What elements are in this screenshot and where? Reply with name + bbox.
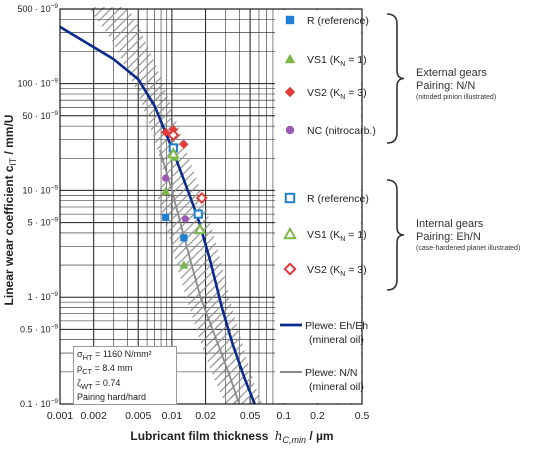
axes: [59, 8, 363, 405]
legend-marker-diamond: [284, 86, 296, 98]
legend-marker-circle: [285, 125, 295, 135]
x-tick-label: 0.2: [310, 410, 325, 422]
legend-curve-label-2: (mineral oil): [309, 381, 364, 393]
x-axis-label: Lubricant film thickness hC,min / µm: [130, 429, 333, 445]
zeta-line: ζWT = 0.74: [77, 377, 121, 391]
legend-label: VS1 (KN = 1): [307, 54, 367, 68]
legend-marker-square: [285, 15, 295, 25]
external-group-brace: [386, 13, 405, 144]
data-point-square: [162, 213, 170, 221]
external-pairing: Pairing: N/N: [416, 80, 476, 92]
data-point-circle: [181, 215, 189, 223]
curve-plewe-eh-eh: [59, 25, 256, 405]
data-point-diamond: [167, 129, 180, 142]
legend-curve-label-2: (mineral oil): [309, 334, 364, 346]
pairing-line: Pairing hard/hard: [77, 391, 147, 402]
internal-title: Internal gears: [416, 218, 484, 230]
data-point-triangle: [167, 147, 180, 159]
external-gears-label: External gears Pairing: N/N (nitrided pi…: [416, 67, 550, 102]
data-point-triangle: [179, 260, 189, 269]
legend-background: [275, 10, 361, 403]
x-tick-label: 0.002: [81, 410, 107, 422]
legend-marker-square: [284, 192, 296, 204]
y-axis-label: Linear wear coefficient clT / mm/U: [2, 115, 18, 306]
y-tick-label: 10 · 10−9: [23, 184, 59, 195]
internal-gears-label: Internal gears Pairing: Eh/N (case-harde…: [416, 218, 550, 253]
legend-marker-triangle: [283, 226, 297, 240]
curve-plewe-n-n: [158, 149, 241, 405]
y-tick-label: 5 · 10−9: [28, 217, 59, 228]
data-point-triangle: [161, 186, 171, 195]
data-point-circle: [162, 174, 170, 182]
data-point-diamond: [195, 191, 208, 204]
legend-curve-label: Plewe: Eh/Eh: [305, 320, 368, 332]
data-point-diamond: [179, 139, 189, 149]
test-conditions-box: σHT = 1160 N/mm² ρCT = 8.4 mm ζWT = 0.74…: [73, 346, 177, 406]
x-tick-label: 0.01: [162, 410, 183, 422]
sigma-line: σHT = 1160 N/mm²: [77, 349, 152, 362]
x-tick-label: 0.001: [47, 410, 73, 422]
internal-group-brace: [386, 179, 405, 291]
y-tick-label: 0.5 · 10−9: [20, 323, 58, 334]
y-tick-label: 50 · 10−9: [23, 110, 59, 121]
trend-curves: [59, 25, 256, 405]
group-braces: [386, 13, 405, 291]
x-tick-label: 0.005: [125, 410, 151, 422]
external-note: (nitrided pinion illustrated): [416, 94, 497, 101]
y-tick-label: 1 · 10−9: [28, 291, 59, 302]
scatter-band-2: [157, 171, 245, 404]
plot-frame: [59, 8, 363, 405]
tick-labels: 0.001 0.002 0.005 0.01 0.02 0.05 0.1 0.2 0.5 500 …: [18, 3, 370, 422]
legend-label: R (reference): [307, 193, 369, 205]
legend-marker-triangle: [284, 53, 296, 64]
legend-label: VS1 (KN = 1): [307, 229, 367, 243]
rho-line: ρCT = 8.4 mm: [77, 363, 133, 377]
legend-label: R (reference): [307, 15, 369, 27]
y-tick-label: 500 · 10−9: [18, 3, 59, 14]
internal-pairing: Pairing: Eh/N: [416, 231, 481, 243]
external-title: External gears: [416, 67, 487, 79]
legend-curve-label: Plewe: N/N: [305, 367, 358, 379]
data-points: [161, 125, 208, 269]
legend-label: VS2 (KN = 3): [307, 264, 367, 278]
x-tick-label: 0.05: [240, 410, 261, 422]
data-point-square: [193, 209, 203, 219]
legend-marker-diamond: [283, 262, 297, 276]
data-point-square: [180, 234, 188, 242]
y-tick-label: 0.1 · 10−9: [20, 398, 58, 409]
legend: R (reference) VS1 (KN = 1) VS2 (KN = 3) NC …: [275, 10, 376, 403]
x-tick-label: 0.5: [355, 410, 370, 422]
internal-note: (case-hardened planet illustrated): [416, 245, 521, 252]
legend-label: VS2 (KN = 3): [307, 87, 367, 101]
x-tick-label: 0.1: [276, 410, 291, 422]
y-tick-label: 100 · 10−9: [18, 78, 59, 89]
x-tick-label: 0.02: [195, 410, 216, 422]
legend-label: NC (nitrocarb.): [307, 125, 376, 137]
data-point-triangle: [193, 222, 207, 235]
